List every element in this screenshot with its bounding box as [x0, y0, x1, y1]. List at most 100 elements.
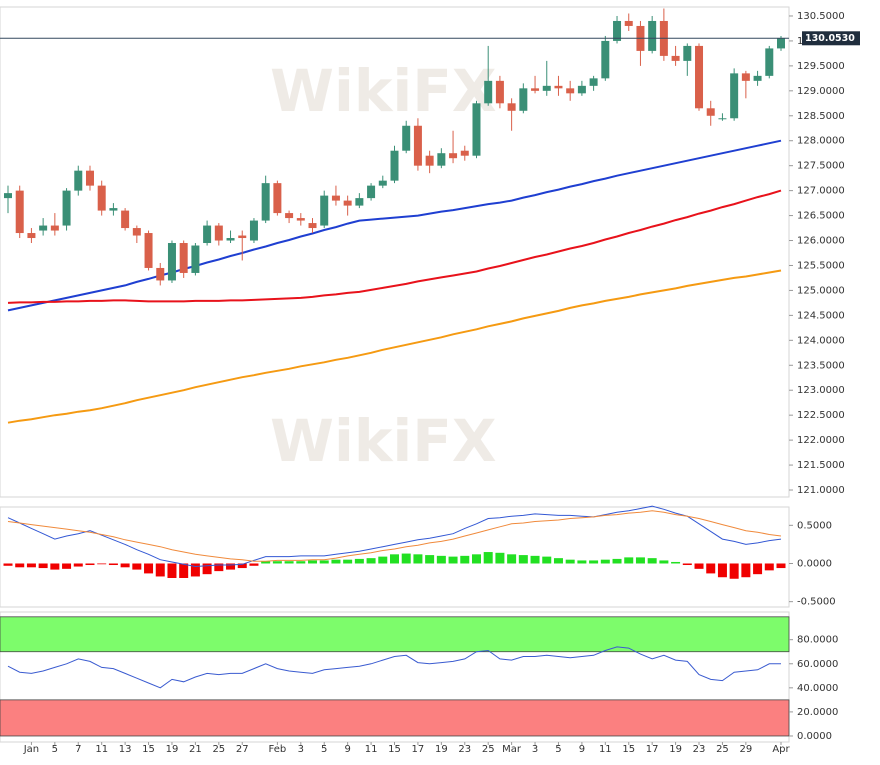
- candle-body: [449, 153, 458, 159]
- line: [7, 189, 782, 304]
- candle-body: [718, 118, 727, 120]
- y-tick-label: 60.0000: [797, 659, 838, 670]
- y-tick-label: 40.0000: [797, 683, 838, 694]
- candle-body: [191, 245, 200, 273]
- y-tick-label: 0.0000: [797, 731, 832, 742]
- candle-body: [320, 195, 329, 226]
- x-tick-label: Jan: [23, 744, 39, 755]
- x-tick-label: 25: [482, 744, 495, 755]
- y-tick-label: 121.5000: [797, 460, 845, 471]
- candle-body: [4, 193, 12, 199]
- histogram-bar: [308, 560, 318, 564]
- candle-body: [378, 180, 387, 186]
- y-tick-label: 80.0000: [797, 635, 838, 646]
- candle-body: [706, 108, 715, 116]
- line: [7, 510, 782, 562]
- price-panel: [0, 6, 790, 498]
- x-tick-label: Mar: [502, 744, 522, 755]
- x-tick-label: 15: [142, 744, 155, 755]
- candle-body: [472, 103, 481, 156]
- candle-body: [554, 85, 563, 89]
- histogram-bar: [319, 560, 329, 564]
- x-tick-label: 15: [388, 744, 401, 755]
- x-tick-label: 5: [555, 744, 561, 755]
- histogram-bar: [190, 563, 200, 577]
- x-tick-label: 13: [119, 744, 132, 755]
- histogram-bar: [401, 553, 411, 564]
- x-tick-label: 19: [166, 744, 179, 755]
- histogram-bar: [50, 563, 60, 570]
- candle-body: [109, 208, 118, 211]
- candle-body: [671, 55, 680, 61]
- histogram-bar: [343, 559, 353, 564]
- histogram-bar: [460, 555, 470, 564]
- histogram-bar: [390, 554, 399, 564]
- histogram-bar: [553, 558, 563, 564]
- y-tick-label: 121.0000: [797, 485, 845, 496]
- x-tick-label: 3: [532, 744, 538, 755]
- candle-body: [519, 88, 528, 111]
- x-tick-label: 19: [435, 744, 448, 755]
- candle-body: [765, 48, 774, 76]
- histogram-bar: [471, 554, 481, 564]
- x-tick-label: 11: [599, 744, 612, 755]
- x-tick-label: 19: [669, 744, 682, 755]
- last-price-box: [802, 31, 860, 46]
- y-tick-label: 0.5000: [797, 520, 832, 531]
- candle-body: [624, 20, 633, 26]
- y-tick-label: 128.0000: [797, 136, 845, 147]
- histogram-bar: [26, 563, 36, 568]
- candle-body: [437, 153, 446, 166]
- candle-body: [531, 88, 540, 91]
- histogram-bar: [155, 563, 165, 577]
- x-tick-label: 9: [344, 744, 350, 755]
- candle-body: [507, 103, 516, 111]
- candle-body: [542, 85, 551, 91]
- histogram-bar: [167, 563, 177, 578]
- histogram-bar: [73, 563, 83, 567]
- watermark: WikiFX: [270, 57, 497, 125]
- candle-body: [97, 185, 106, 211]
- candle-body: [343, 200, 352, 206]
- candle-body: [85, 170, 94, 186]
- candle-body: [74, 170, 83, 191]
- y-tick-label: 122.0000: [797, 435, 845, 446]
- histogram-bar: [589, 560, 599, 564]
- candle-body: [566, 88, 575, 94]
- candle-body: [62, 190, 71, 226]
- line: [7, 505, 782, 568]
- histogram-bar: [85, 563, 95, 566]
- candle-body: [132, 228, 141, 236]
- candle-body: [296, 218, 305, 221]
- x-tick-label: 23: [693, 744, 706, 755]
- y-tick-label: 125.0000: [797, 285, 845, 296]
- candle-body: [179, 243, 188, 273]
- histogram-bar: [144, 563, 154, 574]
- candle-body: [39, 225, 48, 231]
- histogram-bar: [331, 559, 341, 564]
- histogram-bar: [237, 563, 247, 569]
- y-tick-label: -0.5000: [797, 597, 836, 608]
- histogram-bar: [179, 563, 189, 578]
- histogram-bar: [741, 563, 751, 578]
- histogram-bar: [97, 563, 107, 565]
- candle-body: [167, 243, 176, 281]
- line: [7, 269, 782, 424]
- histogram-bar: [577, 560, 587, 564]
- candle-body: [331, 195, 340, 201]
- histogram-bar: [366, 558, 376, 564]
- histogram-bar: [671, 561, 681, 564]
- y-tick-label: 127.5000: [797, 161, 845, 172]
- candle-body: [613, 20, 622, 41]
- candle-body: [144, 233, 153, 268]
- x-tick-label: 17: [412, 744, 425, 755]
- candle-body: [367, 185, 376, 199]
- histogram-bar: [753, 563, 763, 575]
- y-tick-label: 126.0000: [797, 236, 845, 247]
- histogram-bar: [682, 563, 692, 566]
- last-price-label: 130.0530: [805, 33, 855, 44]
- candle-body: [214, 225, 223, 241]
- x-tick-label: 27: [236, 744, 249, 755]
- histogram-bar: [15, 563, 25, 568]
